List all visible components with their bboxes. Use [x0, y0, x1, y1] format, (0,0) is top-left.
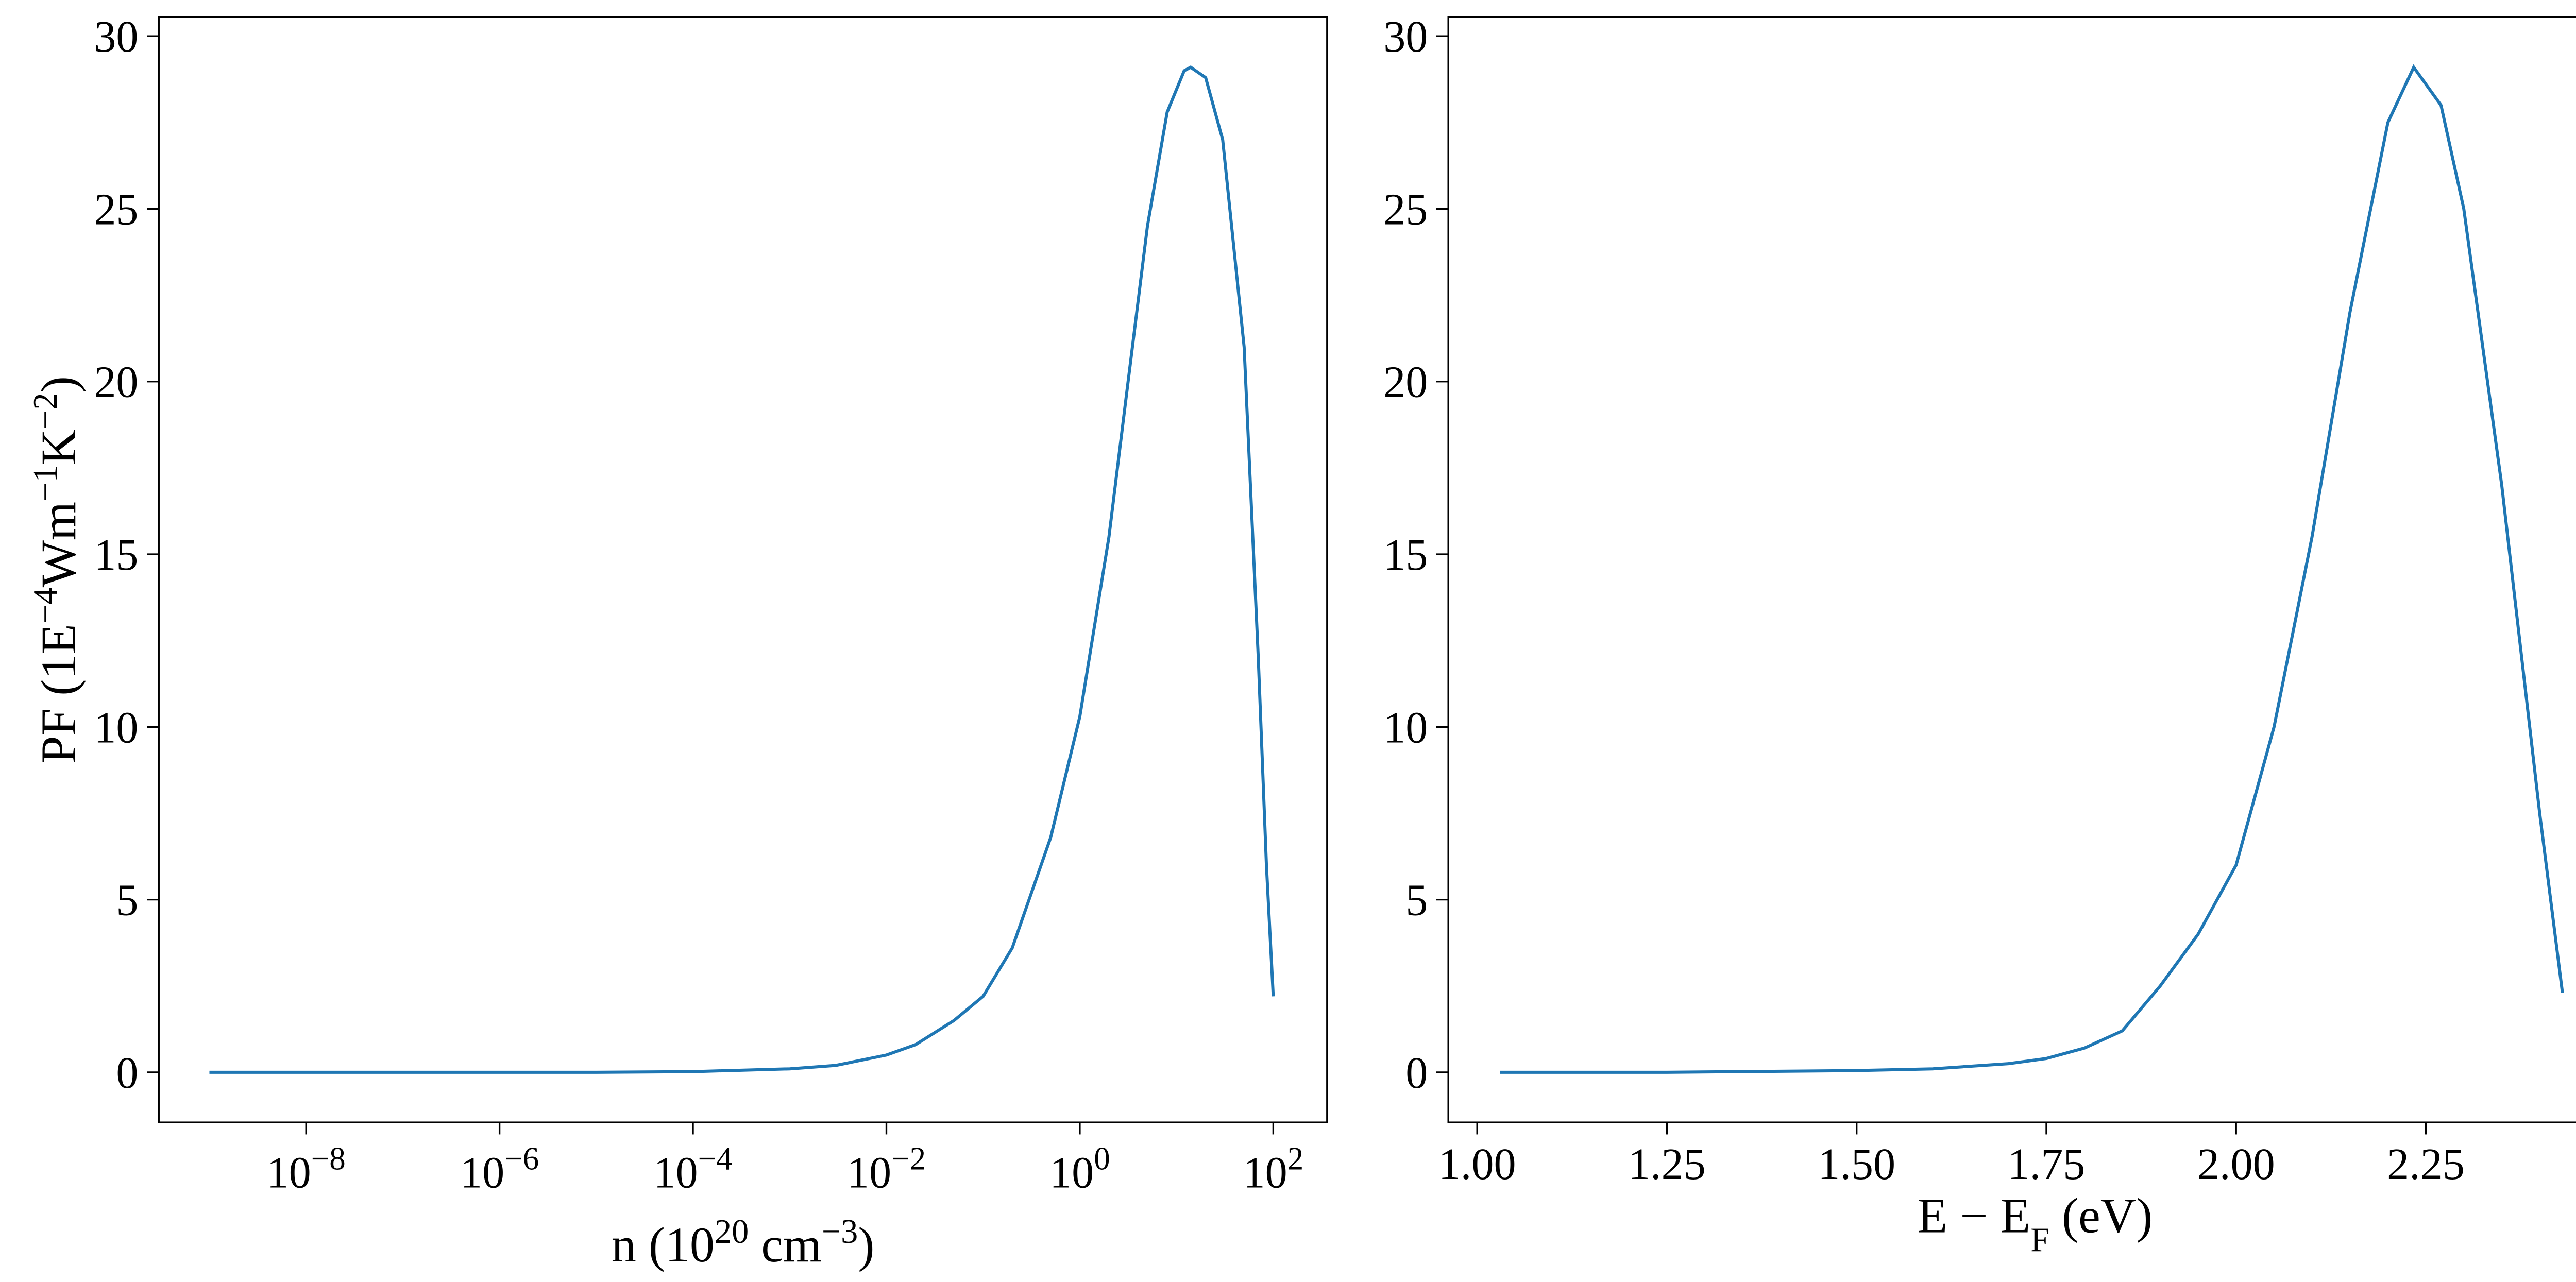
x-axis-label: E − EF (eV)	[1918, 1188, 2153, 1259]
label-part: n (10	[612, 1217, 715, 1272]
y-tick-label: 20	[1383, 357, 1428, 407]
x-tick-label: 10−6	[460, 1141, 539, 1198]
x-tick-label: 100	[1049, 1141, 1110, 1198]
x-tick-label: 1.25	[1628, 1139, 1706, 1189]
x-tick-label: 1.00	[1438, 1139, 1516, 1189]
label-part: )	[31, 376, 86, 392]
x-tick-label: 10−4	[653, 1141, 732, 1198]
y-tick-label: 0	[1405, 1048, 1428, 1098]
label-part: cm	[749, 1217, 821, 1272]
label-part: (eV)	[2049, 1188, 2153, 1243]
data-line	[209, 65, 1275, 1074]
y-tick-label: 25	[1383, 184, 1428, 234]
x-axis-label: n (1020 cm−3)	[612, 1212, 875, 1272]
y-tick-label: 30	[1383, 12, 1428, 61]
x-tick-label: 102	[1243, 1141, 1304, 1198]
axes-frame	[158, 16, 1328, 1123]
x-tick-label: 10−2	[847, 1141, 926, 1198]
y-tick-label: 20	[94, 357, 138, 407]
label-part: PF (1E	[31, 624, 86, 763]
y-tick-label: 30	[94, 12, 138, 61]
y-tick-label: 5	[116, 875, 138, 925]
y-tick-label: 5	[1405, 875, 1428, 925]
x-tick-label: 2.00	[2197, 1139, 2275, 1189]
y-tick-label: 10	[94, 703, 138, 752]
axes-frame	[1447, 16, 2576, 1123]
x-tick-label: 2.25	[2387, 1139, 2465, 1189]
y-tick-label: 15	[1383, 530, 1428, 579]
label-part: −1	[27, 465, 64, 502]
y-tick-label: 0	[116, 1048, 138, 1098]
data-line	[1500, 64, 2564, 1074]
label-part: K	[31, 429, 86, 465]
label-part: −3	[822, 1212, 858, 1250]
label-part: F	[2030, 1221, 2049, 1259]
x-tick-label: 1.75	[2008, 1139, 2086, 1189]
y-tick-label: 25	[94, 184, 138, 234]
x-tick-label: 1.50	[1818, 1139, 1895, 1189]
label-part: −4	[27, 587, 64, 624]
y-tick-label: 15	[94, 530, 138, 579]
y-tick-label: 10	[1383, 703, 1428, 752]
label-part: E − E	[1918, 1188, 2031, 1243]
x-tick-label: 10−8	[267, 1141, 346, 1198]
label-part: −2	[27, 392, 64, 429]
label-part: )	[858, 1217, 874, 1272]
label-part: Wm	[31, 502, 86, 587]
label-part: 20	[715, 1212, 749, 1250]
y-axis-label: PF (1E−4Wm−1K−2)	[27, 376, 86, 763]
panel: 0510152025301.001.251.501.752.002.252.50…	[1383, 12, 2576, 1259]
